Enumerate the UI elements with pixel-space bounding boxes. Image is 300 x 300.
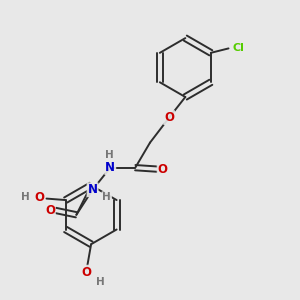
Text: O: O <box>34 190 44 204</box>
Text: O: O <box>82 266 92 279</box>
Text: N: N <box>105 161 115 174</box>
Text: O: O <box>158 163 168 176</box>
Text: H: H <box>102 192 111 202</box>
Text: O: O <box>164 111 174 124</box>
Text: N: N <box>88 183 98 196</box>
Text: H: H <box>96 277 104 286</box>
Text: Cl: Cl <box>232 44 244 53</box>
Text: H: H <box>105 150 114 160</box>
Text: O: O <box>45 204 55 217</box>
Text: H: H <box>22 192 30 202</box>
